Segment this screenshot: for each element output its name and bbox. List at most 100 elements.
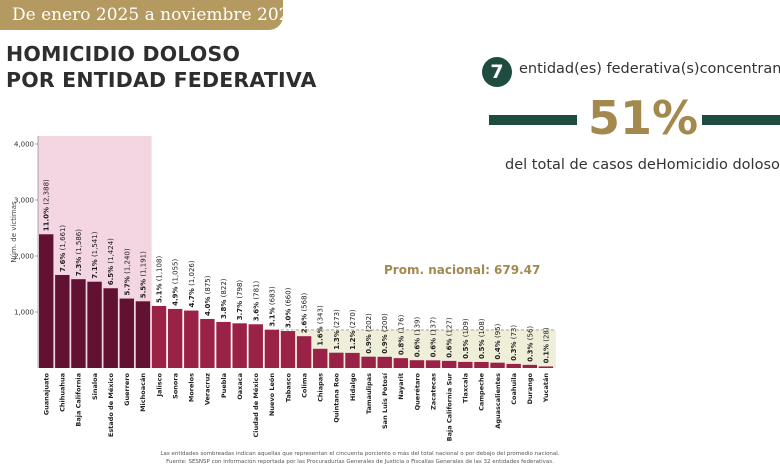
x-tick-label: San Luis Potosí: [381, 372, 389, 429]
percent-label: 1.2%: [349, 330, 357, 349]
bar: [184, 310, 199, 368]
period-banner: De enero 2025 a noviembre 2025: [0, 0, 300, 30]
bar: [71, 279, 86, 368]
bar: [216, 321, 231, 368]
x-tick-label: Aguascalientes: [494, 373, 502, 429]
bar: [55, 274, 70, 368]
value-label: (1,026): [188, 260, 196, 288]
data-label: 0.5% (108): [478, 318, 486, 359]
stat-line-1: entidad(es) federativa(s)concentran el: [519, 61, 780, 77]
divider-right: [702, 115, 780, 125]
percent-label: 0.6%: [413, 338, 421, 357]
bar: [313, 348, 328, 368]
bar: [280, 331, 296, 368]
percent-label: 5.5%: [139, 279, 147, 298]
bar: [361, 356, 376, 368]
percent-label: 0.8%: [397, 336, 405, 355]
x-tick-label: Durango: [526, 372, 534, 404]
value-label: (1,586): [75, 229, 83, 257]
percent-label: 0.4%: [494, 340, 502, 359]
footer-note: Las entidades sombreadas indican aquella…: [160, 451, 560, 457]
bar: [87, 281, 102, 368]
x-tick-label: Guerrero: [123, 372, 131, 405]
value-label: (660): [285, 287, 293, 308]
divider-left: [489, 115, 577, 125]
percent-label: 0.3%: [510, 341, 518, 360]
bar: [232, 323, 247, 368]
percent-label: 0.5%: [462, 339, 470, 358]
percent-label: 3.1%: [268, 307, 276, 326]
x-tick-label: Hidalgo: [349, 372, 357, 401]
value-label: (683): [268, 286, 276, 307]
value-label: (2,388): [43, 179, 51, 207]
percent-label: 0.6%: [430, 338, 438, 357]
value-label: (270): [349, 309, 357, 330]
value-label: (798): [236, 280, 244, 301]
stat-percent: 51%: [588, 91, 699, 145]
data-label: 3.1% (683): [268, 286, 276, 327]
x-tick-label: Estado de México: [107, 372, 115, 437]
value-label: (28): [542, 327, 550, 344]
x-tick-label: Colima: [300, 373, 308, 398]
x-tick-label: Yucatán: [542, 373, 550, 404]
bar: [442, 360, 457, 368]
data-label: 4.9% (1,055): [172, 259, 180, 306]
percent-label: 0.9%: [365, 334, 373, 353]
data-label: 0.1% (28): [542, 327, 550, 363]
value-label: (109): [462, 318, 470, 339]
bar: [522, 364, 537, 368]
percent-label: 7.1%: [91, 259, 99, 278]
value-label: (875): [204, 275, 212, 296]
bar: [490, 362, 505, 368]
bar: [329, 352, 344, 368]
x-tick-label: Tlaxcala: [462, 373, 470, 403]
value-label: (1,240): [123, 248, 131, 276]
percent-label: 4.7%: [188, 288, 196, 307]
x-tick-label: Zacatecas: [429, 373, 437, 410]
y-tick-label: 3,000: [14, 197, 34, 205]
bar: [151, 305, 167, 368]
value-label: (73): [510, 325, 518, 342]
count-badge: 7: [482, 57, 512, 87]
x-tick-label: Puebla: [220, 373, 228, 398]
stat-line-2: del total de casos deHomicidio doloso: [505, 157, 780, 173]
x-tick-label: Chiapas: [317, 373, 325, 402]
percent-label: 5.1%: [156, 284, 164, 303]
data-label: 4.0% (875): [204, 275, 212, 316]
data-label: 0.9% (202): [365, 313, 373, 354]
percent-label: 1.3%: [333, 330, 341, 349]
x-tick-label: Nayarit: [397, 373, 405, 400]
data-label: 1.6% (343): [317, 305, 325, 346]
bar: [200, 319, 215, 368]
percent-label: 7.6%: [59, 253, 67, 272]
data-label: 1.3% (273): [333, 309, 341, 350]
data-label: 0.6% (139): [413, 316, 421, 357]
value-label: (1,055): [172, 259, 180, 287]
data-label: 3.0% (660): [285, 287, 293, 328]
value-label: (781): [252, 281, 260, 302]
x-tick-label: Ciudad de México: [252, 372, 260, 437]
average-label: Prom. nacional: 679.47: [384, 263, 540, 277]
data-label: 0.6% (137): [430, 317, 438, 358]
data-label: 3.6% (781): [252, 281, 260, 322]
data-label: 0.8% (176): [397, 314, 405, 355]
x-tick-label: Morelos: [188, 373, 196, 402]
value-label: (568): [301, 292, 309, 313]
percent-label: 2.6%: [301, 314, 309, 333]
data-label: 0.9% (200): [381, 313, 389, 354]
percent-label: 0.5%: [478, 340, 486, 359]
x-tick-label: Veracruz: [204, 373, 212, 405]
x-tick-label: Sinaloa: [91, 373, 99, 400]
data-label: 0.5% (109): [462, 318, 470, 359]
y-tick-label: 4,000: [14, 141, 34, 149]
percent-label: 4.9%: [172, 286, 180, 305]
data-label: 0.3% (56): [526, 326, 534, 362]
page-title: HOMICIDIO DOLOSO POR ENTIDAD FEDERATIVA: [6, 41, 317, 93]
bar: [345, 352, 360, 368]
value-label: (95): [494, 323, 502, 340]
data-label: 7.1% (1,541): [91, 231, 99, 278]
x-tick-label: Coahuila: [510, 373, 518, 405]
data-label: 5.1% (1,108): [156, 256, 164, 303]
percent-label: 0.3%: [526, 342, 534, 361]
data-label: 1.2% (270): [349, 309, 357, 350]
